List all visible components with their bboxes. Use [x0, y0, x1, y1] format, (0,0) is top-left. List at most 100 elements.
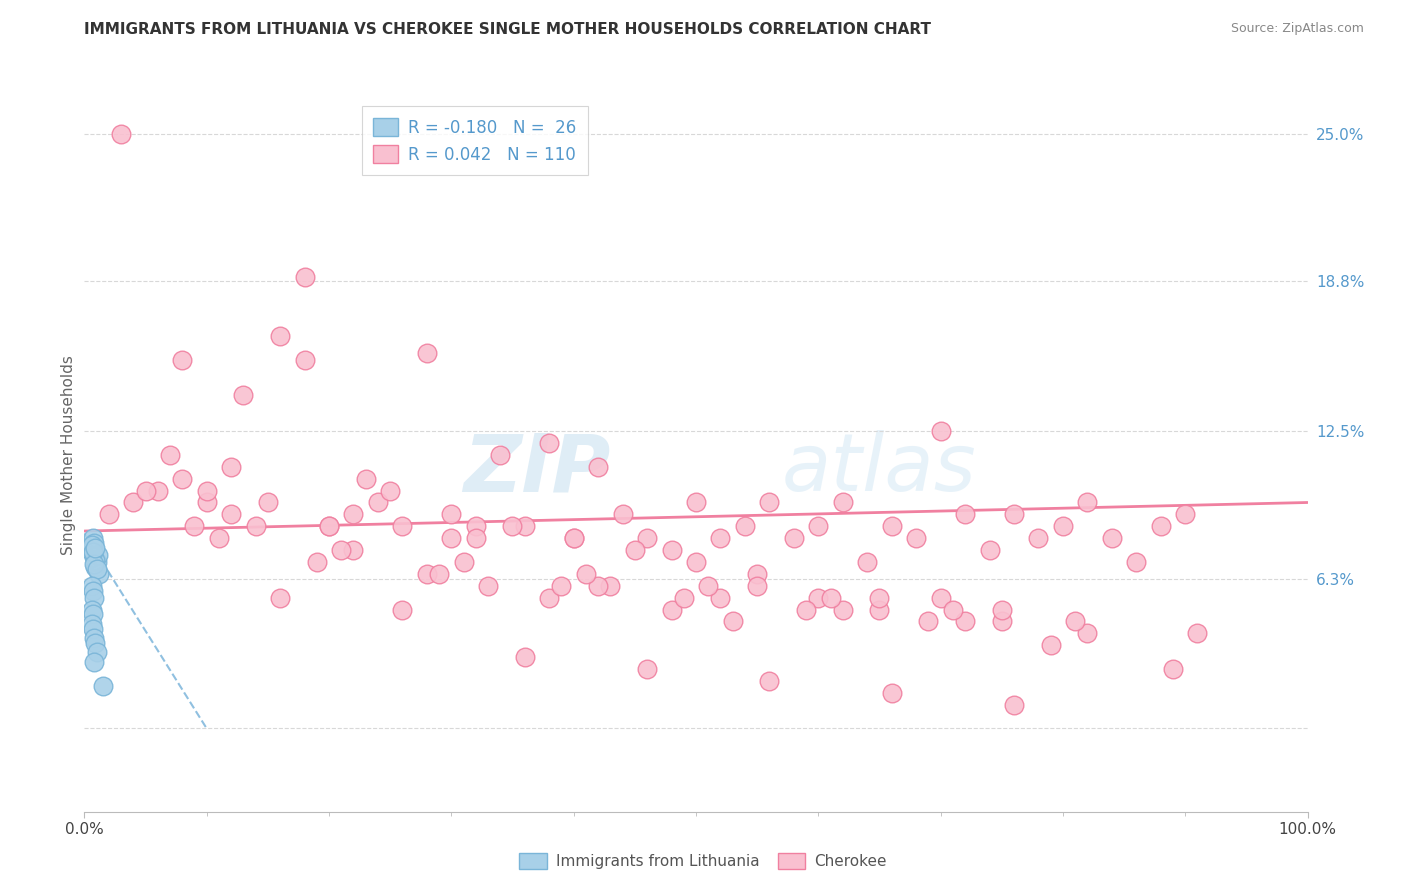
- Point: [1028, 531, 1050, 545]
- Point: [159, 448, 181, 462]
- Text: IMMIGRANTS FROM LITHUANIA VS CHEROKEE SINGLE MOTHER HOUSEHOLDS CORRELATION CHART: IMMIGRANTS FROM LITHUANIA VS CHEROKEE SI…: [84, 22, 931, 37]
- Point: [942, 602, 965, 616]
- Point: [80, 579, 103, 593]
- Point: [269, 591, 291, 605]
- Point: [183, 519, 205, 533]
- Point: [747, 566, 769, 581]
- Point: [82, 607, 104, 622]
- Point: [502, 519, 524, 533]
- Point: [82, 545, 104, 559]
- Point: [427, 566, 450, 581]
- Point: [709, 591, 731, 605]
- Point: [82, 622, 104, 636]
- Point: [269, 329, 291, 343]
- Point: [1174, 508, 1197, 522]
- Point: [672, 591, 695, 605]
- Point: [562, 531, 585, 545]
- Point: [721, 615, 744, 629]
- Point: [905, 531, 928, 545]
- Point: [80, 538, 103, 552]
- Point: [97, 508, 120, 522]
- Point: [172, 472, 194, 486]
- Point: [538, 436, 561, 450]
- Point: [1161, 662, 1184, 676]
- Point: [624, 543, 647, 558]
- Point: [636, 662, 658, 676]
- Point: [367, 495, 389, 509]
- Point: [79, 543, 101, 558]
- Point: [342, 543, 364, 558]
- Point: [1187, 626, 1209, 640]
- Point: [110, 127, 132, 141]
- Point: [917, 615, 939, 629]
- Point: [135, 483, 157, 498]
- Point: [1076, 626, 1098, 640]
- Point: [318, 519, 340, 533]
- Point: [1002, 698, 1025, 712]
- Point: [661, 602, 683, 616]
- Point: [416, 345, 439, 359]
- Point: [831, 495, 853, 509]
- Point: [83, 558, 105, 572]
- Point: [513, 650, 536, 665]
- Point: [979, 543, 1001, 558]
- Point: [232, 388, 254, 402]
- Point: [869, 591, 891, 605]
- Point: [477, 579, 499, 593]
- Point: [195, 483, 218, 498]
- Point: [820, 591, 842, 605]
- Point: [83, 591, 105, 605]
- Point: [440, 508, 463, 522]
- Point: [380, 483, 402, 498]
- Text: ZIP: ZIP: [463, 430, 610, 508]
- Point: [318, 519, 340, 533]
- Point: [86, 562, 108, 576]
- Point: [661, 543, 683, 558]
- Text: atlas: atlas: [782, 430, 976, 508]
- Point: [586, 459, 609, 474]
- Point: [86, 645, 108, 659]
- Point: [84, 552, 107, 566]
- Point: [87, 548, 110, 562]
- Point: [880, 519, 903, 533]
- Point: [245, 519, 267, 533]
- Point: [208, 531, 231, 545]
- Point: [84, 636, 107, 650]
- Point: [599, 579, 621, 593]
- Point: [1052, 519, 1074, 533]
- Point: [562, 531, 585, 545]
- Legend: Immigrants from Lithuania, Cherokee: Immigrants from Lithuania, Cherokee: [513, 847, 893, 875]
- Point: [538, 591, 561, 605]
- Point: [80, 616, 103, 631]
- Point: [1076, 495, 1098, 509]
- Point: [87, 566, 110, 581]
- Point: [685, 555, 707, 569]
- Point: [758, 673, 780, 688]
- Point: [685, 495, 707, 509]
- Point: [83, 536, 105, 550]
- Point: [82, 583, 104, 598]
- Point: [991, 602, 1014, 616]
- Point: [83, 550, 105, 565]
- Point: [84, 541, 107, 555]
- Point: [794, 602, 817, 616]
- Point: [83, 655, 105, 669]
- Point: [391, 602, 413, 616]
- Point: [807, 519, 830, 533]
- Y-axis label: Single Mother Households: Single Mother Households: [60, 355, 76, 555]
- Point: [612, 508, 634, 522]
- Point: [929, 424, 952, 438]
- Point: [219, 508, 242, 522]
- Point: [84, 559, 107, 574]
- Point: [586, 579, 609, 593]
- Point: [464, 519, 486, 533]
- Point: [172, 352, 194, 367]
- Point: [342, 508, 364, 522]
- Point: [747, 579, 769, 593]
- Point: [807, 591, 830, 605]
- Point: [1101, 531, 1123, 545]
- Point: [195, 495, 218, 509]
- Text: Source: ZipAtlas.com: Source: ZipAtlas.com: [1230, 22, 1364, 36]
- Point: [1150, 519, 1173, 533]
- Point: [869, 602, 891, 616]
